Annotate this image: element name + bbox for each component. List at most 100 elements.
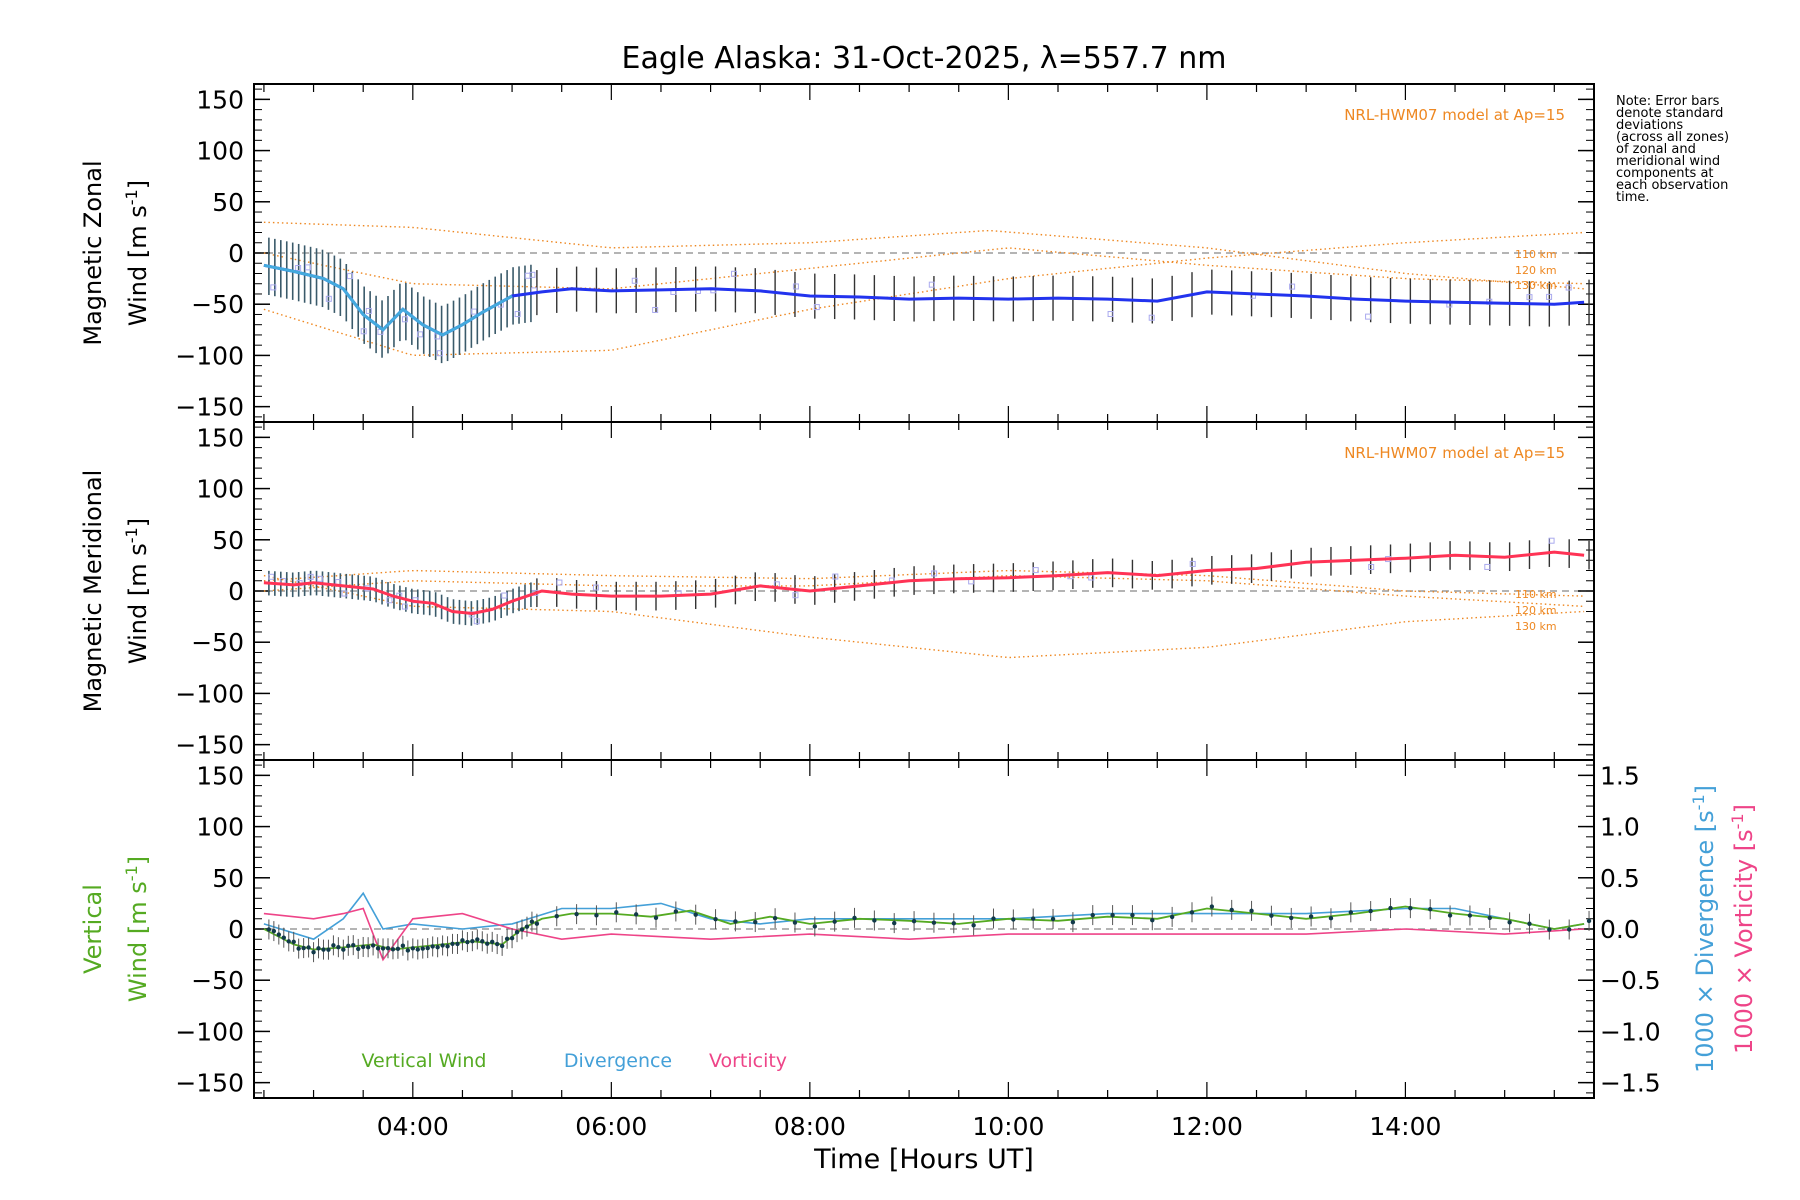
note-line: (across all zones) xyxy=(1616,130,1730,145)
vertical-wind-point xyxy=(971,923,976,928)
vertical-wind-point xyxy=(1130,912,1135,918)
scatter-point xyxy=(514,311,521,318)
vertical-wind-point xyxy=(296,946,301,951)
vertical-wind-point xyxy=(405,948,411,953)
scatter-point xyxy=(631,277,638,284)
vertical-wind-point xyxy=(331,943,336,948)
vertical-wind-point xyxy=(276,932,282,937)
scatter-point xyxy=(1032,567,1039,574)
vertical-wind-point xyxy=(1090,912,1095,918)
chart-title: Eagle Alaska: 31-Oct-2025, λ=557.7 nm xyxy=(622,41,1227,76)
scatter-point xyxy=(730,270,737,277)
y-axis-label: Wind [m s-1] xyxy=(122,518,152,664)
scatter-point xyxy=(401,316,408,323)
vertical-wind-point xyxy=(301,945,306,951)
y2-axis-label-vorticity: 1000 × Vorticity [s-1] xyxy=(1728,804,1758,1054)
scatter-point xyxy=(295,265,302,272)
vertical-wind-point xyxy=(1269,913,1274,918)
scatter-point xyxy=(792,592,799,599)
y-tick-label: 0 xyxy=(228,915,244,944)
vertical-wind-point xyxy=(832,919,837,924)
vertical-wind-point xyxy=(713,916,718,922)
vertical-wind-point xyxy=(514,929,520,935)
y-tick-label: 50 xyxy=(212,188,244,217)
scatter-point xyxy=(1526,294,1533,301)
vertical-wind-point xyxy=(321,947,326,952)
vertical-wind-point xyxy=(286,939,291,944)
vertical-wind-point xyxy=(594,913,599,918)
scatter-point xyxy=(1565,284,1572,291)
scatter-point xyxy=(307,573,314,580)
vertical-wind-point xyxy=(450,941,455,947)
model-label: NRL-HWM07 model at Ap=15 xyxy=(1344,444,1565,462)
vertical-wind-point xyxy=(385,946,391,951)
model-km-label: 130 km xyxy=(1515,279,1557,292)
vertical-wind-point xyxy=(499,943,505,949)
y2-tick-label: 0.0 xyxy=(1600,915,1640,944)
vertical-wind-point xyxy=(1150,918,1155,923)
vertical-wind-point xyxy=(1011,917,1016,922)
vertical-wind-point xyxy=(892,920,897,926)
vertical-wind-point xyxy=(445,944,450,949)
legend-entry: Vertical Wind xyxy=(362,1050,487,1072)
vertical-wind-point xyxy=(415,947,420,952)
vertical-wind-point xyxy=(281,935,286,940)
vertical-wind-line xyxy=(263,905,1585,951)
vertical-wind-point xyxy=(1547,927,1552,932)
model-km-label: 120 km xyxy=(1515,264,1557,277)
scatter-point xyxy=(1484,563,1491,570)
vertical-wind-point xyxy=(1586,918,1592,924)
scatter-point xyxy=(1546,293,1553,300)
model-km-label: 110 km xyxy=(1515,248,1557,261)
vertical-wind-point xyxy=(733,919,738,924)
scatter-point xyxy=(1107,311,1114,318)
scatter-point xyxy=(473,618,480,625)
vertical-wind-point xyxy=(346,943,351,949)
note-line: of zonal and xyxy=(1616,142,1696,157)
y-tick-label: 100 xyxy=(196,475,244,504)
vertical-wind-point xyxy=(465,939,470,945)
vertical-wind-point xyxy=(336,944,341,950)
vertical-wind-point xyxy=(519,927,525,932)
vertical-wind-point xyxy=(792,920,798,925)
y2-tick-label: 0.5 xyxy=(1600,864,1640,893)
y-tick-label: −50 xyxy=(191,628,244,657)
x-tick-label: 14:00 xyxy=(1369,1112,1441,1141)
vertical-wind-point xyxy=(425,945,430,951)
vertical-wind-point xyxy=(470,938,475,944)
vertical-wind-point xyxy=(872,918,877,923)
vertical-wind-point xyxy=(326,947,331,952)
scatter-point xyxy=(365,307,372,314)
vertical-wind-point xyxy=(475,937,480,942)
model-curve xyxy=(263,231,1585,357)
scatter-point xyxy=(268,573,275,580)
panel-frame xyxy=(253,83,1595,423)
vertical-wind-point xyxy=(1308,914,1314,919)
vertical-wind-point xyxy=(351,942,356,948)
vertical-wind-point xyxy=(911,918,917,924)
vertical-wind-point xyxy=(693,912,698,917)
scatter-point xyxy=(1548,537,1555,544)
scatter-point xyxy=(434,333,441,340)
y-tick-label: 50 xyxy=(212,864,244,893)
vertical-wind-point xyxy=(1566,927,1572,932)
x-tick-label: 12:00 xyxy=(1171,1112,1243,1141)
vertical-wind-point xyxy=(1348,910,1354,915)
x-tick-label: 06:00 xyxy=(575,1112,647,1141)
vertical-wind-point xyxy=(370,943,376,948)
vertical-wind-point xyxy=(772,916,778,921)
vertical-wind-point xyxy=(380,946,386,951)
y-tick-label: 100 xyxy=(196,813,244,842)
model-curve xyxy=(263,574,1585,659)
vertical-wind-point xyxy=(1408,905,1413,911)
vertical-wind-point xyxy=(1368,908,1373,914)
vertical-wind-point xyxy=(390,947,396,952)
model-km-label: 110 km xyxy=(1515,588,1557,601)
y-axis-label: Magnetic Zonal xyxy=(79,160,107,345)
note-line: each observation xyxy=(1616,178,1729,193)
scatter-point xyxy=(832,573,839,580)
vertical-wind-point xyxy=(360,944,366,950)
vertical-wind-point xyxy=(1289,915,1294,921)
y-tick-label: 0 xyxy=(228,577,244,606)
